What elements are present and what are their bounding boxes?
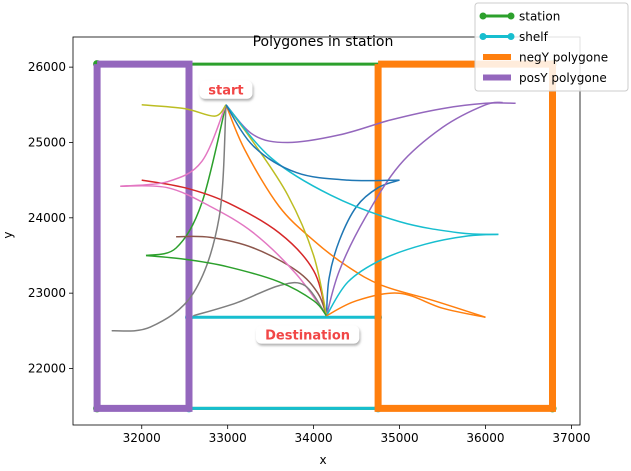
polygons-layer <box>93 60 557 413</box>
annotations-layer: start Destination <box>199 80 360 344</box>
legend-item: negY polygone <box>483 51 608 65</box>
annotation-destination: Destination <box>255 325 360 344</box>
trajectory-line <box>145 104 227 257</box>
y-axis-label: y <box>1 231 15 238</box>
paths-layer <box>111 101 516 332</box>
legend-frame <box>474 2 629 92</box>
x-tick-label: 35000 <box>380 431 418 445</box>
trajectory-line <box>145 254 328 317</box>
polygon-posy-polygone <box>93 60 193 412</box>
x-tick-label: 32000 <box>123 431 161 445</box>
y-axis: 22000 23000 24000 25000 26000 <box>28 60 73 375</box>
y-tick-label: 26000 <box>28 60 66 74</box>
trajectory-line <box>120 104 227 187</box>
x-axis: 32000 33000 34000 35000 36000 37000 <box>123 425 591 445</box>
annotation-text: Destination <box>265 329 350 344</box>
annotation-start: start <box>199 80 253 99</box>
trajectory-line <box>176 235 328 317</box>
x-tick-label: 34000 <box>295 431 333 445</box>
annotation-text: start <box>208 84 243 99</box>
x-tick-label: 36000 <box>466 431 504 445</box>
legend: station shelf negY polygone posY polygone <box>474 2 629 92</box>
polygon-station <box>95 62 554 410</box>
legend-item: station <box>479 10 560 24</box>
trajectory-line <box>225 104 499 236</box>
trajectory-line <box>325 179 400 316</box>
x-axis-label: x <box>319 453 326 467</box>
trajectory-line <box>225 102 516 144</box>
trajectory-line <box>225 104 400 182</box>
legend-label: shelf <box>519 30 549 44</box>
x-tick-label: 33000 <box>209 431 247 445</box>
plot-area <box>93 60 557 413</box>
chart-title: Polygones in station <box>253 34 394 50</box>
legend-label: posY polygone <box>519 71 607 85</box>
trajectory-line <box>326 292 486 319</box>
trajectory-line <box>325 233 499 317</box>
legend-label: station <box>519 10 560 24</box>
y-tick-label: 23000 <box>28 286 66 300</box>
trajectory-line <box>111 104 227 332</box>
plot-frame <box>72 36 581 426</box>
y-tick-label: 24000 <box>28 211 66 225</box>
trajectory-line <box>141 179 328 316</box>
trajectory-line <box>193 281 328 317</box>
trajectory-line <box>225 104 328 316</box>
legend-item: shelf <box>479 30 549 44</box>
trajectory-line <box>141 104 227 117</box>
legend-item: posY polygone <box>483 71 607 85</box>
y-tick-label: 22000 <box>28 361 66 375</box>
x-tick-label: 37000 <box>552 431 590 445</box>
trajectory-line <box>120 185 328 317</box>
legend-label: negY polygone <box>519 51 608 65</box>
y-tick-label: 25000 <box>28 135 66 149</box>
trajectory-line <box>325 101 503 316</box>
trajectory-line <box>225 104 486 319</box>
